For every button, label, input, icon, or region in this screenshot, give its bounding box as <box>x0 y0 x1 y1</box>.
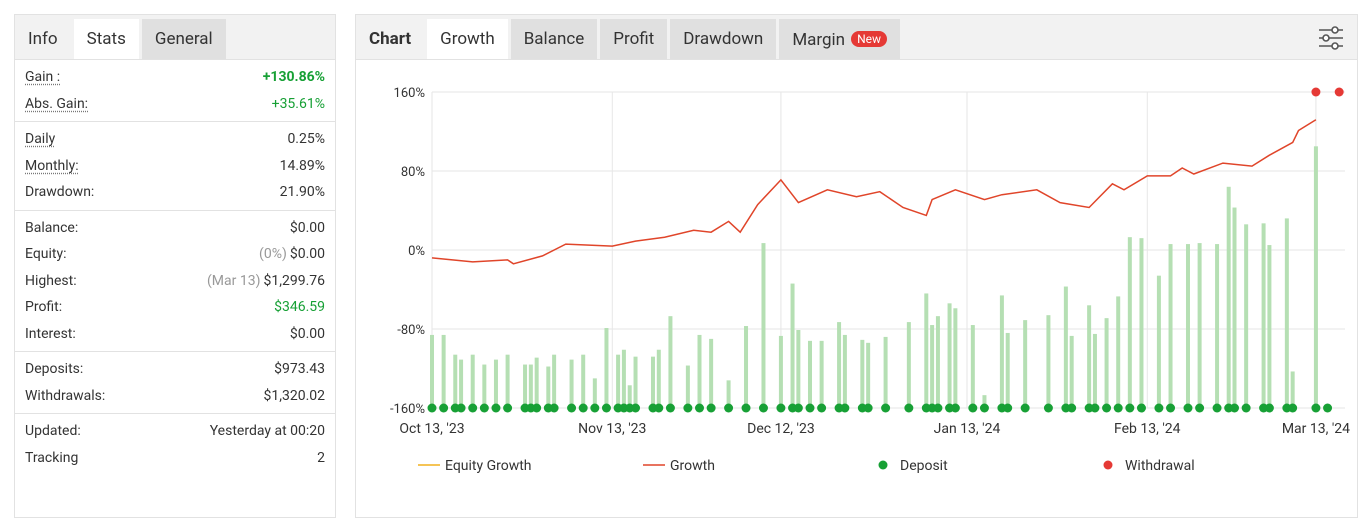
stat-label: Tracking <box>25 449 79 466</box>
stat-value: $0.00 <box>289 325 325 342</box>
stat-label: Abs. Gain: <box>25 95 89 112</box>
stat-note: (Mar 13) <box>207 272 261 289</box>
stat-label: Balance: <box>25 219 79 236</box>
stats-row: Drawdown: 21.90% <box>15 179 335 206</box>
stat-value: 21.90% <box>279 184 325 200</box>
settings-icon[interactable] <box>1317 25 1345 51</box>
stat-value-box: +130.86% <box>263 64 325 91</box>
stat-label: Gain : <box>25 69 61 85</box>
new-badge: New <box>851 31 888 47</box>
stats-group: Balance: $0.00 Equity: (0%) $0.00 Highest: (Ma… <box>15 211 335 352</box>
tab[interactable]: Profit <box>600 19 668 59</box>
stats-row: Gain : +130.86% <box>15 64 335 91</box>
stat-label: Drawdown: <box>25 184 95 200</box>
stat-value-box: +35.61% <box>272 91 325 118</box>
stat-value-box: 14.89% <box>280 153 325 180</box>
stat-value-box: $0.00 <box>290 215 325 242</box>
stat-value: $346.59 <box>274 299 325 315</box>
stats-row: Monthly: 14.89% <box>15 153 335 180</box>
tab[interactable]: General <box>141 19 226 59</box>
stat-label: Interest: <box>25 325 76 342</box>
stat-value: $0.00 <box>289 246 325 262</box>
stats-group: Deposits: $973.43 Withdrawals: $1,320.02 <box>15 352 335 414</box>
stats-row: Updated: Yesterday at 00:20 <box>15 418 335 445</box>
stat-value: $0.00 <box>289 219 325 236</box>
stat-label: Equity: <box>25 246 67 262</box>
stat-value-box: $973.43 <box>274 356 325 383</box>
stat-value: 2 <box>317 449 325 466</box>
stats-row: Balance: $0.00 <box>15 215 335 242</box>
stat-label: Highest: <box>25 272 77 289</box>
tab[interactable]: Growth <box>427 19 508 59</box>
stats-row: Deposits: $973.43 <box>15 356 335 383</box>
stat-label: Daily <box>25 131 56 147</box>
stat-label: Monthly: <box>25 157 79 174</box>
stat-value: Yesterday at 00:20 <box>209 423 325 439</box>
stats-row: Equity: (0%) $0.00 <box>15 241 335 268</box>
stats-panel: Info Stats General Gain : +130.86% Abs. Gain… <box>14 14 336 518</box>
stats-group: Daily 0.25% Monthly: 14.89% Drawdown: 21.90% <box>15 122 335 211</box>
stat-value: 0.25% <box>287 131 325 147</box>
tab[interactable]: Margin New <box>779 19 901 59</box>
stat-value-box: 21.90% <box>280 179 325 206</box>
tab[interactable]: Stats <box>73 19 139 59</box>
stats-row: Profit: $346.59 <box>15 294 335 321</box>
stat-label: Withdrawals: <box>25 387 106 404</box>
stat-value-box: $346.59 <box>274 294 325 321</box>
stat-value: $1,299.76 <box>263 272 325 289</box>
stats-row: Highest: (Mar 13) $1,299.76 <box>15 268 335 295</box>
tab[interactable]: Info <box>28 29 58 49</box>
stat-value-box: (0%) $0.00 <box>259 241 325 268</box>
stat-value: $973.43 <box>274 361 325 377</box>
stats-row: Tracking 2 <box>15 445 335 472</box>
tab-bar: Chart Growth Balance Profit Drawdown Margin N… <box>356 15 1357 60</box>
tab[interactable]: Balance <box>510 19 598 59</box>
stat-label: Updated: <box>25 423 81 439</box>
chart-panel: Chart Growth Balance Profit Drawdown Margin N… <box>355 14 1358 518</box>
tab[interactable]: Drawdown <box>670 19 777 59</box>
stat-value: 14.89% <box>279 157 325 174</box>
stat-label: Deposits: <box>25 361 84 377</box>
stat-value-box: $0.00 <box>290 321 325 348</box>
tab-bar: Info Stats General <box>15 15 335 60</box>
stat-value-box: Yesterday at 00:20 <box>210 418 325 445</box>
panel-heading: Chart <box>369 29 412 49</box>
stat-value-box: 0.25% <box>287 126 325 153</box>
stat-value-box: (Mar 13) $1,299.76 <box>207 268 325 295</box>
stat-value-box: $1,320.02 <box>263 383 325 410</box>
stats-list: Gain : +130.86% Abs. Gain: +35.61% Daily 0.25… <box>15 60 335 475</box>
stat-label: Profit: <box>25 299 63 315</box>
stat-note: (0%) <box>259 246 287 262</box>
stat-value: +130.86% <box>262 69 325 85</box>
stat-value: $1,320.02 <box>263 387 325 404</box>
stats-group: Gain : +130.86% Abs. Gain: +35.61% <box>15 60 335 122</box>
stat-value-box: 2 <box>317 445 325 472</box>
stats-group: Updated: Yesterday at 00:20 Tracking 2 <box>15 414 335 475</box>
stats-row: Daily 0.25% <box>15 126 335 153</box>
stats-row: Withdrawals: $1,320.02 <box>15 383 335 410</box>
stats-row: Interest: $0.00 <box>15 321 335 348</box>
stat-value: +35.61% <box>271 95 325 112</box>
stats-row: Abs. Gain: +35.61% <box>15 91 335 118</box>
